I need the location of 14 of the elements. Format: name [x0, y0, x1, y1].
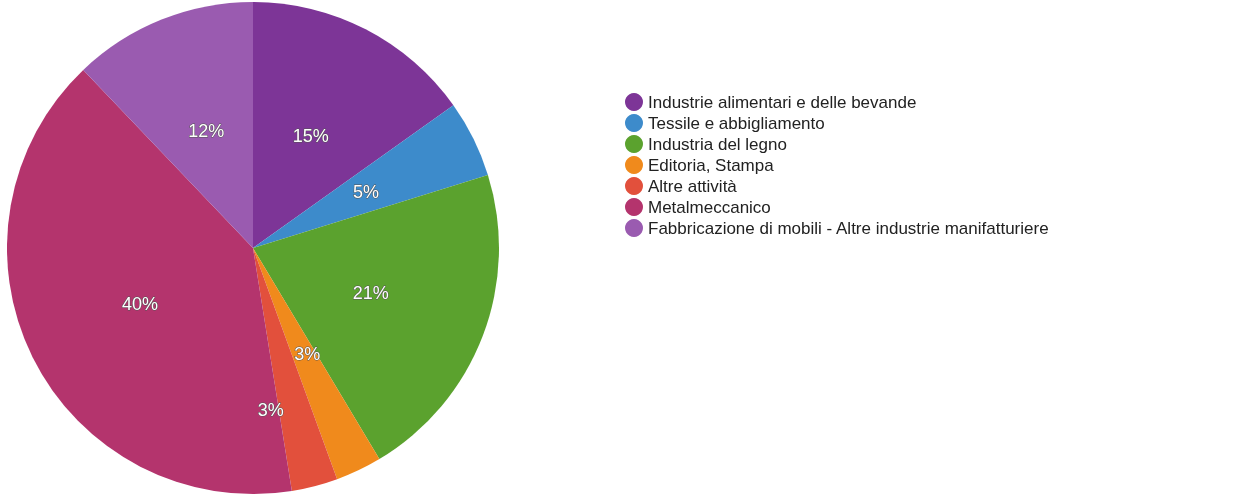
data-label: 12%	[188, 121, 225, 142]
legend-label: Tessile e abbigliamento	[648, 113, 825, 133]
data-label: 21%	[352, 282, 389, 303]
data-label: 3%	[294, 343, 321, 364]
data-label: 40%	[122, 293, 159, 314]
legend-label: Industria del legno	[648, 134, 787, 154]
data-label: 3%	[257, 399, 284, 420]
legend-label: Altre attività	[648, 176, 738, 196]
legend-label: Metalmeccanico	[648, 197, 771, 217]
legend-label: Fabbricazione di mobili - Altre industrie manifatturiere	[648, 218, 1049, 238]
legend-label: Industrie alimentari e delle bevande	[648, 92, 917, 112]
data-label: 5%	[352, 182, 379, 203]
data-label: 15%	[292, 126, 329, 147]
legend-label: Editoria, Stampa	[648, 155, 775, 175]
